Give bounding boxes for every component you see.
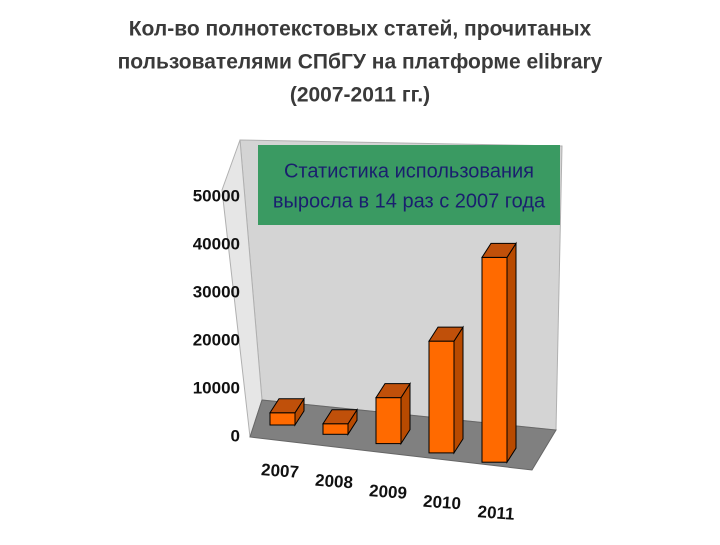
annotation: выросла в 14 раз с 2007 года: [273, 190, 546, 212]
chart-title: пользователями СПбГУ на платформе elibra…: [118, 51, 603, 74]
bar: [269, 412, 296, 426]
y-tick-label: 10000: [193, 378, 240, 397]
y-tick-label: 40000: [193, 234, 240, 253]
bar-top: [322, 409, 358, 425]
x-tick-label: 2007: [261, 460, 300, 482]
bar-side: [453, 325, 464, 455]
bar-top: [481, 242, 517, 258]
bar-side: [506, 241, 517, 464]
x-tick-label: 2008: [315, 471, 354, 493]
annotation: Статистика использования: [284, 160, 534, 182]
bar-top: [269, 398, 305, 414]
bar: [322, 423, 349, 435]
chart-title: (2007-2011 гг.): [290, 84, 430, 107]
chart-title: Кол-во полнотекстовых статей, прочитаных: [129, 18, 592, 41]
annotation-box: [258, 145, 560, 225]
bar: [428, 340, 455, 454]
bar-top: [375, 383, 411, 399]
bar: [481, 256, 508, 463]
y-tick-label: 0: [231, 426, 240, 445]
y-tick-label: 50000: [193, 186, 240, 205]
bar: [375, 397, 402, 445]
y-tick-label: 20000: [193, 330, 240, 349]
x-tick-label: 2009: [369, 481, 408, 503]
y-tick-label: 30000: [193, 282, 240, 301]
x-tick-label: 2010: [423, 492, 462, 514]
x-tick-label: 2011: [477, 502, 515, 524]
bar-top: [428, 326, 464, 342]
